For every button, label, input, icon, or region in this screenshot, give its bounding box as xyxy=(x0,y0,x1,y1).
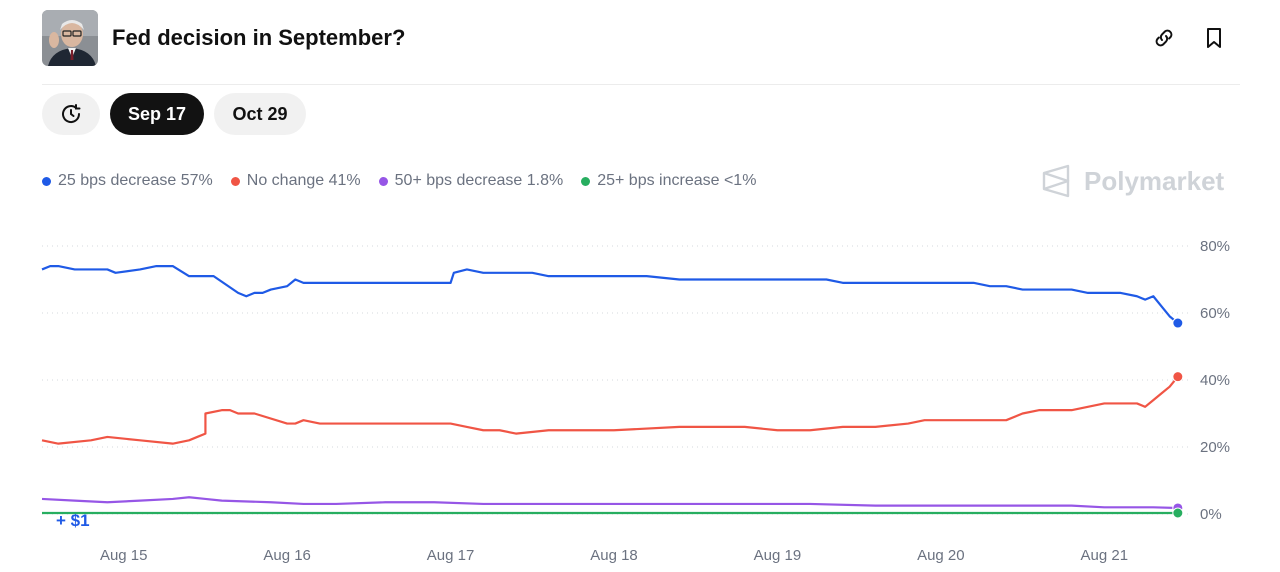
legend-item: No change 41% xyxy=(230,172,361,190)
y-tick-label: 40% xyxy=(1200,372,1230,389)
legend-label: No change 41% xyxy=(246,172,361,189)
brand-name: Polymarket xyxy=(1084,165,1225,196)
legend-dot xyxy=(378,176,388,186)
date-tabs: Sep 17 Oct 29 xyxy=(42,93,306,135)
link-icon[interactable] xyxy=(1150,24,1178,52)
series-line xyxy=(41,375,1179,445)
x-tick-label: Aug 18 xyxy=(590,547,638,564)
tab-oct-29[interactable]: Oct 29 xyxy=(214,93,306,135)
y-tick-label: 60% xyxy=(1200,305,1230,322)
series-line xyxy=(41,265,1179,324)
chart-annotation: + $1 xyxy=(56,511,90,530)
y-tick-label: 80% xyxy=(1200,238,1230,255)
x-tick-label: Aug 19 xyxy=(754,547,802,564)
series-end-point xyxy=(1172,371,1184,383)
header-divider xyxy=(42,84,1240,85)
legend-item: 50+ bps decrease 1.8% xyxy=(378,172,564,190)
legend-item: 25+ bps increase <1% xyxy=(581,172,756,190)
history-button[interactable] xyxy=(42,93,100,135)
legend-dot xyxy=(42,176,51,186)
legend-label: 25+ bps increase <1% xyxy=(597,172,757,189)
bookmark-icon[interactable] xyxy=(1200,24,1228,52)
legend-label: 50+ bps decrease 1.8% xyxy=(394,172,564,189)
legend-item: 25 bps decrease 57% xyxy=(42,172,213,190)
x-tick-label: Aug 17 xyxy=(427,547,475,564)
market-header: Fed decision in September? xyxy=(42,10,1238,66)
series-end-point xyxy=(1172,507,1184,519)
legend-label: 25 bps decrease 57% xyxy=(58,172,213,189)
y-tick-label: 0% xyxy=(1200,506,1222,523)
tab-sep-17[interactable]: Sep 17 xyxy=(110,93,204,135)
polymarket-watermark: Polymarket xyxy=(1040,164,1224,198)
y-tick-label: 20% xyxy=(1200,439,1230,456)
x-tick-label: Aug 20 xyxy=(917,547,965,564)
history-icon xyxy=(62,104,81,123)
header-actions xyxy=(1150,24,1228,52)
legend-dot xyxy=(581,176,591,186)
polymarket-logo-icon xyxy=(1042,164,1070,198)
series-line xyxy=(41,496,1178,510)
chart-legend: 25 bps decrease 57% No change 41% 50+ bp… xyxy=(42,172,756,190)
legend-dot xyxy=(230,176,240,186)
market-avatar xyxy=(42,10,98,66)
x-tick-label: Aug 16 xyxy=(263,547,311,564)
market-title: Fed decision in September? xyxy=(112,25,406,50)
x-tick-label: Aug 15 xyxy=(100,547,148,564)
x-tick-label: Aug 21 xyxy=(1081,547,1129,564)
series-end-point xyxy=(1172,317,1184,329)
